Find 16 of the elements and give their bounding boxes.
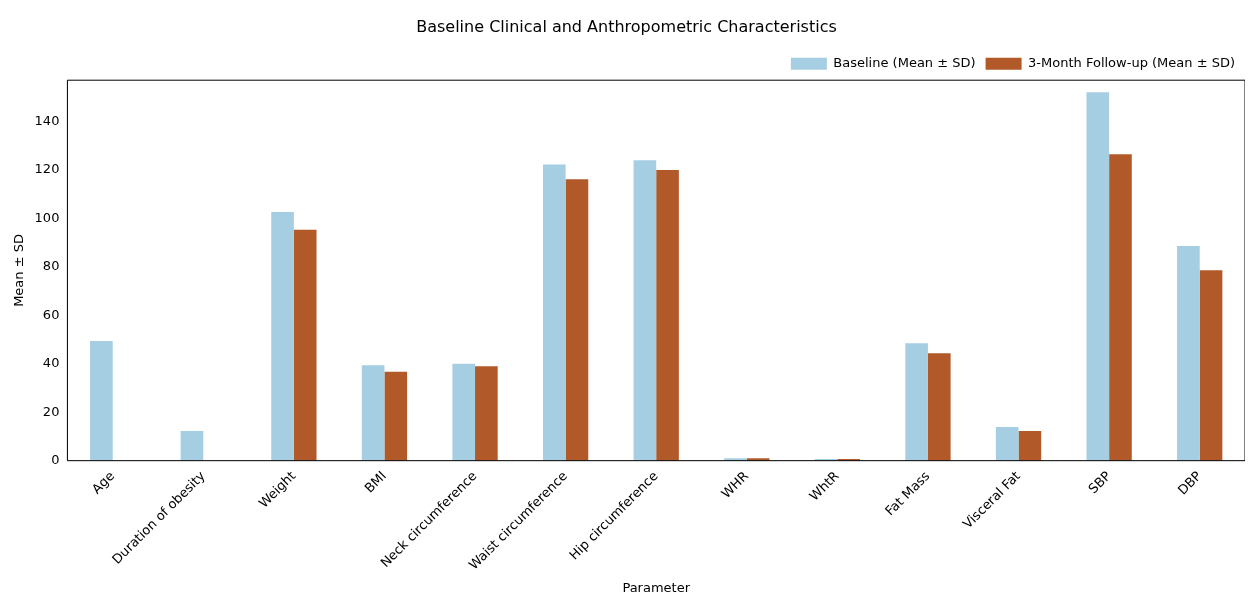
x-tick-label: BMI bbox=[361, 468, 389, 496]
chart-title: Baseline Clinical and Anthropometric Characteristics bbox=[416, 16, 837, 36]
y-tick-label: 60 bbox=[42, 306, 60, 322]
y-tick-label: 100 bbox=[34, 209, 60, 225]
y-tick-label: 80 bbox=[42, 258, 60, 274]
y-tick-label: 40 bbox=[42, 355, 60, 371]
y-tick-label: 20 bbox=[42, 403, 60, 419]
x-axis-title: Parameter bbox=[622, 579, 691, 595]
x-tick-label: Age bbox=[88, 468, 118, 497]
y-axis-title: Mean ± SD bbox=[11, 234, 27, 307]
y-tick-label: 120 bbox=[34, 161, 60, 177]
x-tick-label: SBP bbox=[1085, 467, 1114, 497]
legend-label: Baseline (Mean ± SD) bbox=[833, 55, 976, 71]
y-tick-label: 0 bbox=[51, 452, 60, 468]
legend-label: 3-Month Follow-up (Mean ± SD) bbox=[1028, 55, 1236, 71]
y-tick-label: 140 bbox=[34, 112, 60, 128]
